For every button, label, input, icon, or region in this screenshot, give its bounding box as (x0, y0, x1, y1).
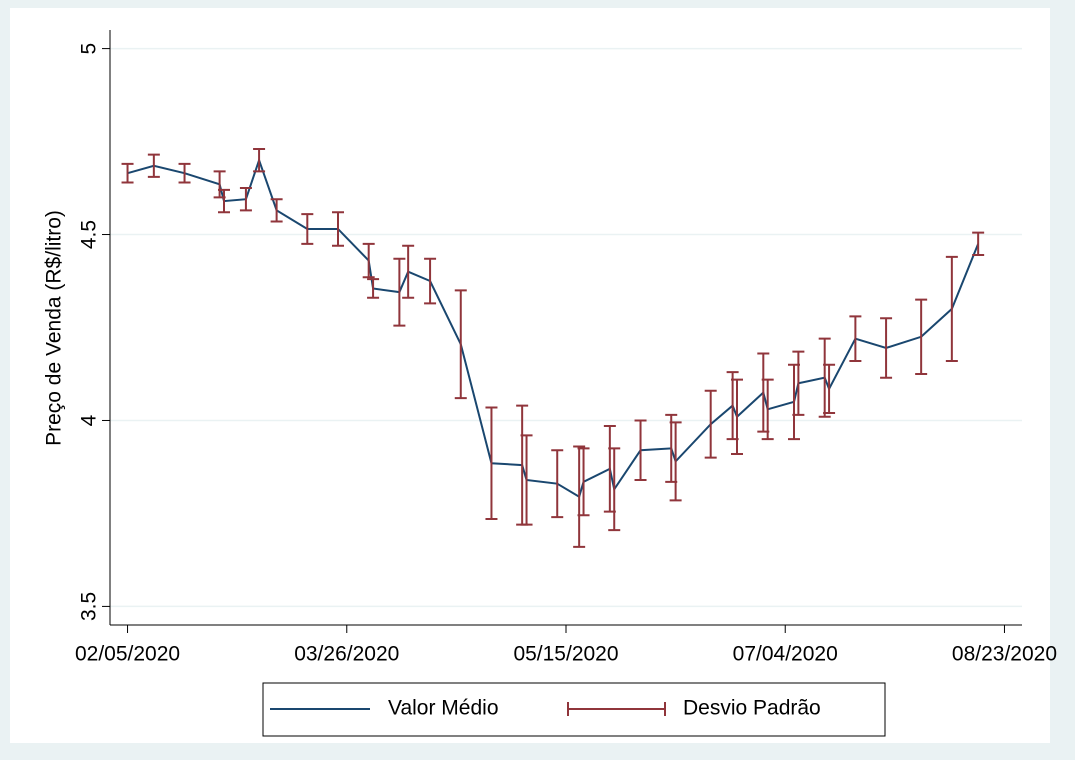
x-tick-label: 02/05/2020 (75, 643, 180, 666)
error-bar (915, 298, 928, 375)
error-bar (301, 213, 314, 245)
error-bar (367, 278, 380, 299)
x-tick-label: 05/15/2020 (513, 643, 618, 666)
error-bar (577, 447, 590, 517)
legend-label: Desvio Padrão (683, 697, 821, 720)
error-bar (704, 389, 717, 459)
error-bar (849, 315, 862, 362)
error-bar (362, 242, 375, 279)
legend-swatch (567, 702, 666, 716)
error-bar (608, 447, 621, 532)
error-bar (424, 257, 437, 305)
error-bar (731, 378, 743, 455)
error-bar (573, 445, 586, 548)
error-bar (332, 211, 344, 247)
y-tick-label: 5 (78, 43, 101, 55)
error-bar (761, 378, 774, 441)
x-tick-label: 03/26/2020 (294, 643, 399, 666)
error-bar (945, 255, 958, 362)
error-bar (792, 350, 805, 416)
y-tick-label: 3.5 (78, 592, 101, 621)
error-bar (147, 153, 160, 178)
y-tick-label: 4 (78, 414, 101, 426)
error-bar (818, 337, 831, 418)
error-bar (520, 434, 533, 526)
graph-region (10, 8, 1050, 743)
error-bar (669, 421, 682, 502)
error-bar (454, 289, 467, 400)
error-bar (178, 162, 191, 184)
error-bar (485, 406, 498, 521)
y-tick-label: 4.5 (78, 220, 101, 249)
x-tick-label: 07/04/2020 (733, 643, 838, 666)
error-bar (121, 162, 134, 184)
x-tick-label: 08/23/2020 (952, 643, 1057, 666)
error-bar (253, 148, 266, 173)
y-axis-title: Preço de Venda (R$/litro) (43, 210, 66, 446)
error-bar (239, 187, 252, 212)
error-bar (634, 419, 647, 481)
legend-label: Valor Médio (388, 697, 499, 720)
error-bar (270, 198, 283, 223)
error-bar (972, 231, 985, 256)
error-bar (393, 257, 406, 327)
error-bar (551, 449, 564, 519)
error-bar (880, 317, 893, 379)
error-bar (218, 188, 230, 214)
error-bar (823, 363, 836, 415)
error-bar (402, 244, 415, 299)
